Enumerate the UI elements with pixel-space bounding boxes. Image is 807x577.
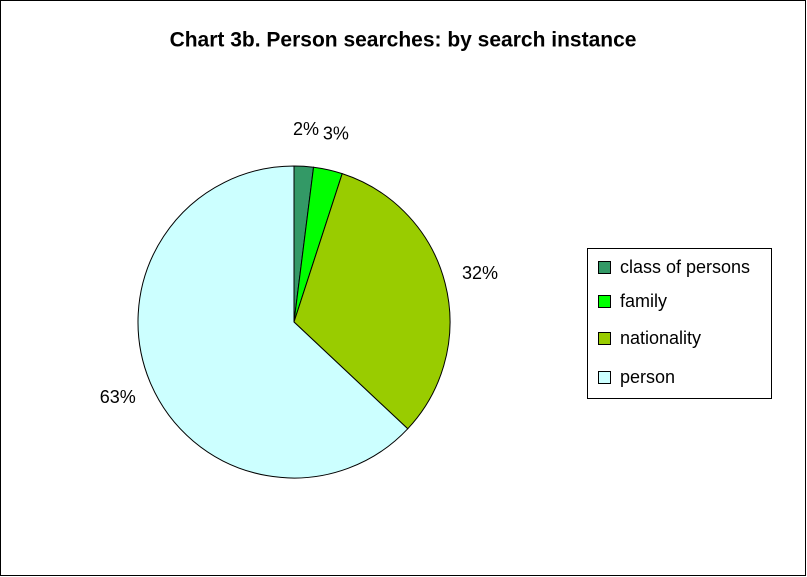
pie-slice bbox=[137, 165, 409, 479]
pie-slice bbox=[293, 173, 451, 430]
data-label: 63% bbox=[100, 387, 136, 407]
legend-swatch bbox=[598, 295, 611, 308]
legend-label: class of persons bbox=[620, 257, 750, 277]
legend-swatch bbox=[598, 332, 611, 345]
data-label: 32% bbox=[462, 263, 498, 283]
legend-box bbox=[587, 248, 772, 399]
legend-swatch bbox=[598, 261, 611, 274]
data-label: 3% bbox=[323, 123, 349, 143]
legend-swatch bbox=[598, 371, 611, 384]
legend-label: family bbox=[620, 291, 667, 311]
legend-label: nationality bbox=[620, 328, 701, 348]
chart-title: Chart 3b. Person searches: by search ins… bbox=[170, 29, 637, 52]
data-label: 2% bbox=[293, 119, 319, 139]
legend-label: person bbox=[620, 367, 675, 387]
